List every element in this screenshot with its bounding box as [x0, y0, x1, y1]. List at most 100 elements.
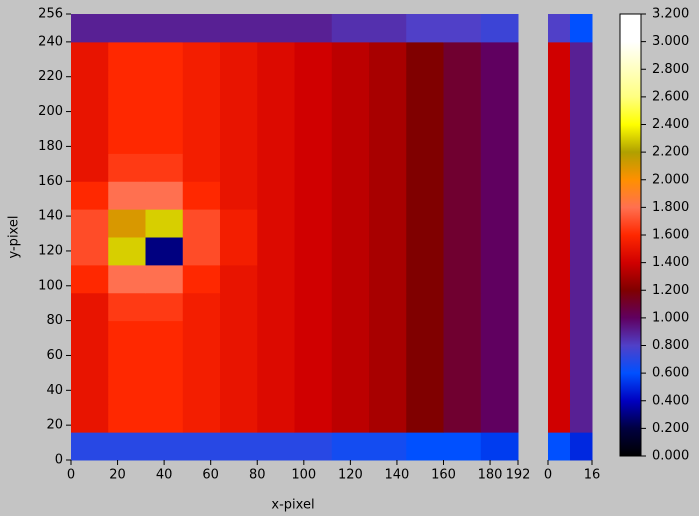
- heat-cell: [182, 14, 221, 43]
- y-tick-label: 40: [46, 383, 63, 398]
- heat-cell: [548, 209, 571, 238]
- y-tick-label: 256: [38, 7, 63, 22]
- heat-cell: [443, 181, 482, 210]
- heat-cell: [108, 292, 146, 322]
- y-tick-label: 180: [38, 139, 63, 154]
- heat-cell: [480, 153, 519, 182]
- heat-cell: [331, 41, 370, 71]
- heat-cell: [406, 376, 444, 405]
- heat-cell: [145, 153, 184, 182]
- heat-cell: [108, 153, 146, 182]
- heat-cell: [182, 209, 221, 238]
- heat-cell: [570, 14, 593, 43]
- heat-cell: [257, 292, 295, 322]
- heat-cell: [294, 292, 333, 322]
- heat-cell: [331, 320, 370, 349]
- heat-cell: [145, 181, 184, 210]
- heat-cell: [443, 348, 482, 377]
- x-tick-label: 180: [478, 468, 503, 483]
- colorbar-tick-label: 2.800: [652, 62, 689, 77]
- x-tick-label: 0: [67, 468, 75, 483]
- heat-cell: [406, 404, 444, 433]
- y-tick-label: 200: [38, 104, 63, 119]
- x-tick-label: 100: [291, 468, 316, 483]
- heat-cell: [71, 69, 109, 99]
- heat-cell: [406, 237, 444, 266]
- y-tick-label: 140: [38, 209, 63, 224]
- heat-cell: [331, 237, 370, 266]
- heat-cell: [71, 181, 109, 210]
- heat-cell: [548, 404, 571, 433]
- heat-cell: [331, 97, 370, 126]
- heat-cell: [443, 404, 482, 433]
- heat-cell: [570, 264, 593, 294]
- heat-cell: [294, 376, 333, 405]
- colorbar-tick-label: 0.400: [652, 393, 689, 408]
- heat-cell: [294, 209, 333, 238]
- heat-cell: [443, 237, 482, 266]
- heat-cell: [220, 41, 258, 71]
- y-axis-label: y-pixel: [7, 216, 22, 259]
- heat-cell: [108, 237, 146, 266]
- heat-cell: [369, 264, 407, 294]
- heat-cell: [294, 348, 333, 377]
- heat-cell: [570, 237, 593, 266]
- heat-cell: [480, 432, 519, 461]
- heat-cell: [570, 404, 593, 433]
- heat-cell: [220, 153, 258, 182]
- heat-cell: [71, 209, 109, 238]
- heat-cell: [369, 209, 407, 238]
- colorbar: [619, 13, 642, 457]
- heat-cell: [71, 153, 109, 182]
- heat-cell: [182, 348, 221, 377]
- heat-cell: [570, 348, 593, 377]
- heat-cell: [406, 209, 444, 238]
- heat-cell: [480, 41, 519, 71]
- heat-cell: [548, 41, 571, 71]
- heat-cell: [443, 264, 482, 294]
- heat-cell: [182, 292, 221, 322]
- heat-cell: [108, 41, 146, 71]
- heat-cell: [145, 209, 184, 238]
- heat-cell: [220, 125, 258, 154]
- heat-cell: [294, 432, 333, 461]
- heat-cell: [406, 432, 444, 461]
- heat-cell: [257, 432, 295, 461]
- heat-cell: [145, 432, 184, 461]
- heat-cell: [108, 14, 146, 43]
- heat-cell: [406, 69, 444, 99]
- heat-cell: [548, 237, 571, 266]
- heat-cell: [220, 432, 258, 461]
- heat-cell: [220, 97, 258, 126]
- heat-cell: [480, 348, 519, 377]
- heat-cell: [108, 376, 146, 405]
- colorbar-tick-label: 1.400: [652, 255, 689, 270]
- heat-cell: [182, 432, 221, 461]
- heat-cell: [480, 97, 519, 126]
- heat-cell: [257, 237, 295, 266]
- heat-cell: [257, 153, 295, 182]
- colorbar-tick-label: 0.800: [652, 338, 689, 353]
- heat-cell: [220, 69, 258, 99]
- heat-cell: [145, 264, 184, 294]
- heat-cell: [406, 292, 444, 322]
- heat-cell: [369, 125, 407, 154]
- heat-cell: [220, 181, 258, 210]
- heat-cell: [406, 348, 444, 377]
- heat-cell: [108, 404, 146, 433]
- heat-cell: [182, 181, 221, 210]
- heat-cell: [369, 14, 407, 43]
- colorbar-tick-label: 1.000: [652, 310, 689, 325]
- heat-cell: [220, 376, 258, 405]
- heat-cell: [369, 292, 407, 322]
- heat-cell: [406, 125, 444, 154]
- heat-cell: [548, 348, 571, 377]
- heat-cell: [369, 376, 407, 405]
- y-tick-label: 220: [38, 69, 63, 84]
- heat-cell: [548, 264, 571, 294]
- heat-cell: [480, 292, 519, 322]
- heat-cell: [71, 237, 109, 266]
- heat-cell: [145, 292, 184, 322]
- heat-cell: [182, 69, 221, 99]
